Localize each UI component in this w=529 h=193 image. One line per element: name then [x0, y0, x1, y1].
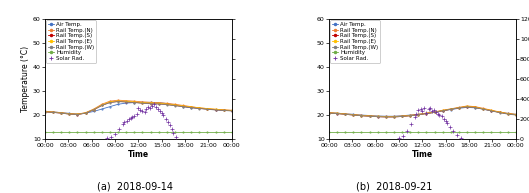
Point [153, 108, 162, 111]
Point [161, 118, 170, 121]
Point [419, 107, 428, 110]
Point [424, 108, 433, 111]
Point [140, 110, 149, 113]
Point [125, 118, 133, 121]
Point [146, 107, 154, 110]
Point [406, 122, 415, 125]
Point [445, 125, 454, 129]
Point [399, 134, 407, 137]
Point [426, 107, 434, 110]
Point [156, 109, 165, 113]
Point [395, 136, 403, 140]
Point [128, 115, 136, 119]
Point [111, 132, 119, 135]
Point [427, 109, 436, 113]
Point [449, 130, 458, 133]
Point [435, 113, 444, 117]
Point [432, 110, 441, 113]
Point [123, 119, 131, 122]
Point [150, 102, 158, 106]
Point [411, 115, 419, 119]
Point [403, 130, 411, 133]
Point [107, 135, 115, 139]
Text: (a)  2018-09-14: (a) 2018-09-14 [97, 181, 173, 191]
Legend: Air Temp., Rail Temp.(N), Rail Temp.(S), Rail Temp.(E), Rail Temp.(W), Humidity,: Air Temp., Rail Temp.(N), Rail Temp.(S),… [330, 20, 380, 63]
Point [164, 120, 172, 124]
Point [138, 109, 147, 113]
Point [165, 124, 174, 127]
Point [133, 113, 141, 116]
Point [430, 108, 438, 112]
Point [115, 127, 123, 130]
Point [442, 119, 450, 123]
Point [143, 106, 152, 109]
Point [434, 113, 442, 116]
X-axis label: Time: Time [412, 150, 433, 158]
Point [130, 114, 139, 118]
Point [440, 118, 449, 121]
Legend: Air Temp., Rail Temp.(N), Rail Temp.(S), Rail Temp.(E), Rail Temp.(W), Humidity,: Air Temp., Rail Temp.(N), Rail Temp.(S),… [46, 20, 96, 63]
Y-axis label: Temperature (°C): Temperature (°C) [21, 46, 30, 112]
Point [159, 113, 168, 117]
X-axis label: Time: Time [128, 150, 149, 158]
Point [120, 120, 129, 124]
Point [168, 127, 176, 130]
Point [453, 133, 462, 136]
Point [142, 108, 150, 111]
Point [151, 106, 160, 109]
Point [134, 107, 143, 110]
Point [443, 121, 452, 124]
Point [171, 135, 180, 139]
Point [437, 114, 446, 118]
Point [148, 104, 157, 108]
Point [126, 116, 135, 119]
Point [418, 109, 426, 113]
Text: (b)  2018-09-21: (b) 2018-09-21 [356, 181, 432, 191]
Point [422, 112, 431, 115]
Point [169, 131, 178, 135]
Point [457, 136, 466, 140]
Point [118, 122, 127, 125]
Point [158, 112, 166, 115]
Point [414, 108, 423, 112]
Point [136, 108, 144, 112]
Point [412, 113, 421, 116]
Point [416, 108, 425, 111]
Point [103, 137, 112, 140]
